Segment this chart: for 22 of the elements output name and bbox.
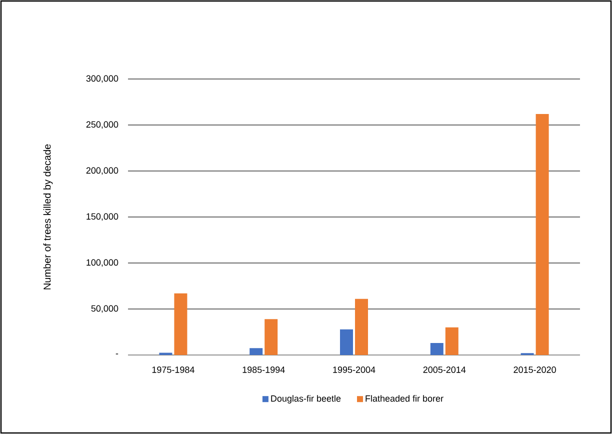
x-tick-label: 1975-1984 — [152, 366, 194, 373]
x-tick-label: 1995-2004 — [333, 366, 376, 373]
y-axis-title: Number of trees killed by decade — [43, 144, 53, 290]
legend-label: Flatheaded fir borer — [366, 395, 444, 402]
y-tick-label: 150,000 — [86, 213, 118, 221]
y-tick-label: 300,000 — [86, 75, 118, 83]
bar — [430, 343, 444, 355]
y-tick-label: 250,000 — [86, 121, 118, 129]
y-tick-label: 50,000 — [91, 305, 118, 313]
x-tick-label: 2005-2014 — [423, 366, 466, 373]
x-tick-label: 1985-1994 — [242, 366, 285, 373]
bar — [264, 319, 278, 355]
y-tick-label: 200,000 — [86, 167, 118, 175]
bar — [536, 114, 549, 355]
bar — [355, 298, 368, 355]
bar — [174, 293, 188, 355]
x-tick-label: 2015-2020 — [514, 366, 556, 373]
y-tick-label: 100,000 — [86, 259, 118, 267]
bar — [445, 327, 458, 355]
bar — [250, 348, 263, 355]
bar — [340, 329, 354, 355]
legend-label: Douglas-fir beetle — [271, 395, 341, 404]
